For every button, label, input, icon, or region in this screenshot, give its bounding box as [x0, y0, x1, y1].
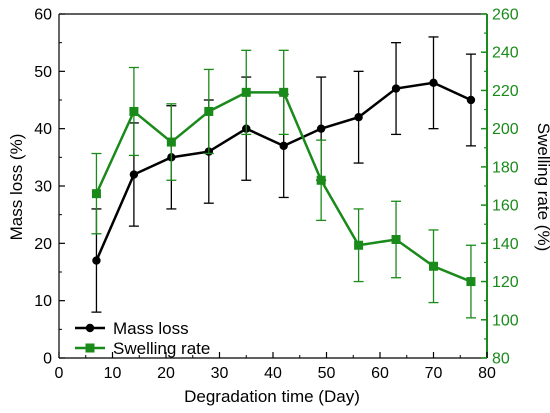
data-point	[354, 240, 364, 250]
y2-tick-label: 80	[492, 351, 510, 368]
data-point	[166, 137, 176, 147]
legend-label: Swelling rate	[113, 339, 210, 358]
data-point	[316, 124, 326, 133]
legend-marker	[85, 343, 95, 353]
x-tick-label: 10	[104, 365, 122, 382]
data-point	[279, 87, 289, 97]
y2-tick-label: 140	[492, 236, 519, 253]
y-axis-title: Mass loss (%)	[7, 134, 26, 241]
x-tick-label: 30	[211, 365, 229, 382]
plot-area	[91, 36, 476, 319]
y-tick-label: 10	[34, 293, 52, 310]
data-point	[129, 170, 139, 179]
y2-tick-label: 100	[492, 312, 519, 329]
y-tick-label: 40	[34, 121, 52, 138]
x-tick-label: 0	[55, 365, 64, 382]
y-tick-label: 60	[34, 7, 52, 24]
y2-axis-title: Swelling rate (%)	[534, 123, 550, 252]
x-tick-label: 40	[264, 365, 282, 382]
data-point	[429, 78, 438, 88]
x-tick-label: 20	[157, 365, 175, 382]
data-point	[391, 84, 401, 93]
y2-tick-label: 200	[492, 121, 519, 138]
y-tick-label: 50	[34, 64, 52, 81]
y-tick-label: 30	[34, 179, 52, 196]
series-2	[91, 49, 476, 319]
axes: 0 10 20 30 40 50 60 70 80 0 10 20 30 40 50 60 80 100 120 14…	[34, 7, 519, 383]
data-point	[466, 277, 476, 287]
legend-item-2: Swelling rate	[75, 339, 210, 358]
data-point	[391, 235, 401, 245]
y2-tick-label: 260	[492, 7, 519, 24]
data-point	[204, 106, 214, 116]
data-point	[279, 141, 288, 151]
data-point	[91, 189, 101, 199]
legend-label: Mass loss	[113, 319, 189, 338]
y2-tick-label: 160	[492, 198, 519, 215]
y2-tick-label: 240	[492, 45, 519, 62]
data-point	[466, 95, 476, 105]
x-tick-label: 50	[318, 365, 336, 382]
y-tick-label: 0	[43, 351, 52, 368]
y-tick-label: 20	[34, 236, 52, 253]
data-point	[316, 175, 326, 185]
x-tick-label: 80	[478, 365, 496, 382]
y2-tick-label: 220	[492, 83, 519, 100]
y2-tick-label: 180	[492, 159, 519, 176]
data-point	[129, 106, 139, 116]
x-tick-label: 60	[371, 365, 389, 382]
data-point	[241, 87, 251, 97]
legend-item-1: Mass loss	[75, 319, 189, 338]
x-tick-label: 70	[425, 365, 443, 382]
data-point	[354, 113, 363, 122]
data-point	[429, 261, 438, 271]
y2-tick-label: 120	[492, 274, 519, 291]
data-point	[92, 256, 101, 265]
x-axis-title: Degradation time (Day)	[184, 387, 360, 406]
legend-marker	[85, 323, 95, 333]
